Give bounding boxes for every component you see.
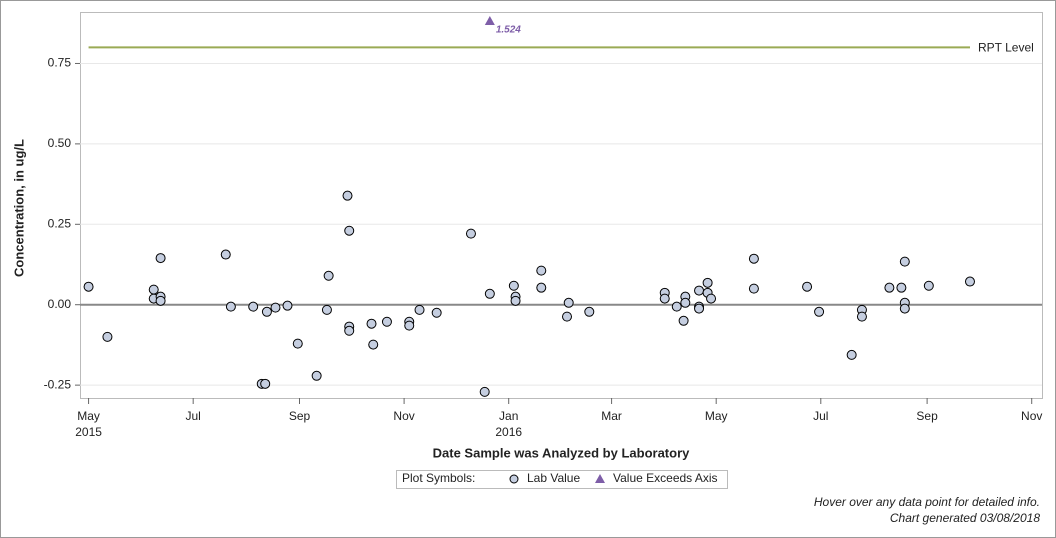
note: Hover over any data point for detailed i… xyxy=(814,495,1040,509)
data-point[interactable] xyxy=(563,297,574,308)
y-tick-label: 0.25 xyxy=(48,216,72,230)
data-point[interactable] xyxy=(292,338,303,349)
x-tick-label: Nov xyxy=(1021,409,1042,423)
x-tick-year: 2016 xyxy=(495,425,522,439)
note: Chart generated 03/08/2018 xyxy=(890,511,1040,525)
data-point[interactable] xyxy=(155,253,166,264)
data-point[interactable] xyxy=(536,282,547,293)
data-point[interactable] xyxy=(282,300,293,311)
y-axis-label: Concentration, in ug/L xyxy=(11,139,26,277)
data-point[interactable] xyxy=(431,307,442,318)
y-tick-label: 0.00 xyxy=(48,297,72,311)
legend-marker xyxy=(509,474,519,484)
data-point[interactable] xyxy=(510,295,521,306)
data-point[interactable] xyxy=(404,320,415,331)
data-point[interactable] xyxy=(311,370,322,381)
data-point[interactable] xyxy=(344,325,355,336)
plot-area xyxy=(80,12,1043,399)
data-point[interactable] xyxy=(694,285,705,296)
legend-marker xyxy=(595,474,605,483)
data-point[interactable] xyxy=(846,349,857,360)
x-tick-label: Nov xyxy=(393,409,414,423)
data-point[interactable] xyxy=(899,256,910,267)
data-point[interactable] xyxy=(896,282,907,293)
data-point[interactable] xyxy=(484,288,495,299)
data-point[interactable] xyxy=(562,311,573,322)
data-point[interactable] xyxy=(261,306,272,317)
data-point[interactable] xyxy=(814,306,825,317)
legend-label: Lab Value xyxy=(527,471,580,485)
data-point[interactable] xyxy=(270,302,281,313)
data-point[interactable] xyxy=(344,225,355,236)
data-point[interactable] xyxy=(680,297,691,308)
data-point[interactable] xyxy=(694,303,705,314)
data-point[interactable] xyxy=(83,281,94,292)
data-point[interactable] xyxy=(220,249,231,260)
x-tick-label: Sep xyxy=(916,409,938,423)
data-point[interactable] xyxy=(748,253,759,264)
value-label: 1.524 xyxy=(496,25,521,36)
x-tick-label: May xyxy=(705,409,728,423)
legend-label: Value Exceeds Axis xyxy=(613,471,718,485)
data-point[interactable] xyxy=(671,301,682,312)
reference-label: RPT Level xyxy=(978,41,1034,55)
data-point[interactable] xyxy=(856,311,867,322)
data-point[interactable] xyxy=(923,280,934,291)
data-point[interactable] xyxy=(155,295,166,306)
data-point[interactable] xyxy=(323,270,334,281)
x-tick-label: Mar xyxy=(601,409,622,423)
data-point[interactable] xyxy=(899,303,910,314)
data-point[interactable] xyxy=(702,277,713,288)
y-tick-label: -0.25 xyxy=(44,377,72,391)
data-point[interactable] xyxy=(802,281,813,292)
data-point[interactable] xyxy=(884,282,895,293)
data-point[interactable] xyxy=(321,304,332,315)
data-point[interactable] xyxy=(414,304,425,315)
data-point[interactable] xyxy=(225,301,236,312)
data-point[interactable] xyxy=(148,284,159,295)
data-point[interactable] xyxy=(659,293,670,304)
data-point[interactable] xyxy=(102,331,113,342)
data-point[interactable] xyxy=(748,283,759,294)
data-point[interactable] xyxy=(248,301,259,312)
x-tick-label: Jan xyxy=(499,409,518,423)
data-point[interactable] xyxy=(368,339,379,350)
data-point[interactable] xyxy=(479,386,490,397)
x-tick-label: May xyxy=(77,409,100,423)
data-point[interactable] xyxy=(508,280,519,291)
x-tick-label: Jul xyxy=(186,409,201,423)
data-point[interactable] xyxy=(536,265,547,276)
data-point[interactable] xyxy=(366,318,377,329)
x-axis-label: Date Sample was Analyzed by Laboratory xyxy=(433,445,690,460)
exceed-marker xyxy=(484,16,495,25)
x-tick-label: Sep xyxy=(289,409,311,423)
data-point[interactable] xyxy=(584,306,595,317)
legend-box xyxy=(396,470,728,489)
y-tick-label: 0.75 xyxy=(48,56,72,70)
data-point[interactable] xyxy=(465,228,476,239)
data-point[interactable] xyxy=(260,378,271,389)
data-point[interactable] xyxy=(342,190,353,201)
data-point[interactable] xyxy=(381,316,392,327)
data-point[interactable] xyxy=(706,293,717,304)
x-tick-year: 2015 xyxy=(75,425,102,439)
x-tick-label: Jul xyxy=(813,409,828,423)
y-tick-label: 0.50 xyxy=(48,136,72,150)
data-point[interactable] xyxy=(678,315,689,326)
legend-title: Plot Symbols: xyxy=(402,471,475,485)
data-point[interactable] xyxy=(964,276,975,287)
